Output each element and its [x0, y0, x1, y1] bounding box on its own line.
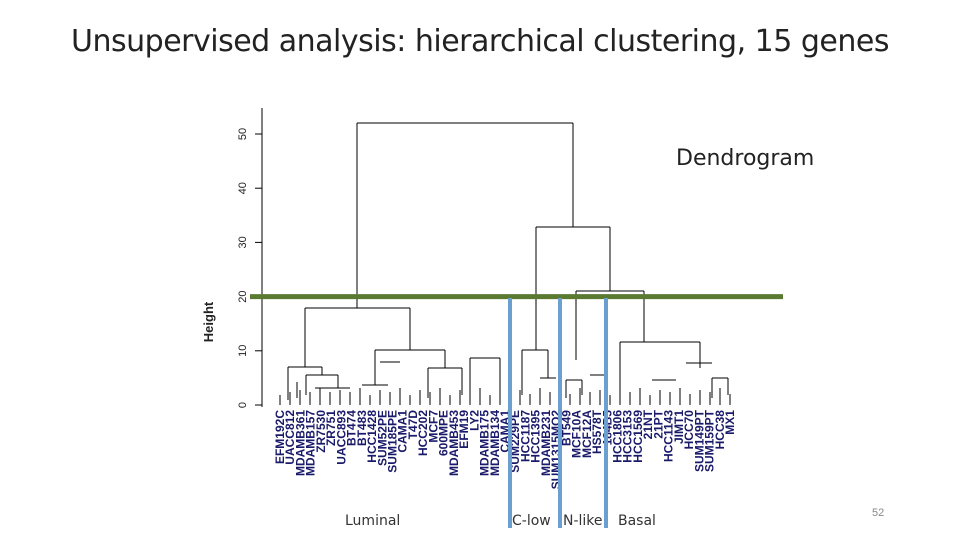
y-tick-label: 30: [237, 236, 249, 248]
leaf-labels: EFM192CUACC812MDAMB361MDAMB157ZR7530ZR75…: [273, 409, 737, 489]
leaf-label: SUM159PT: [703, 409, 717, 472]
leaf-label: 21NT: [641, 409, 655, 439]
leaf-label: BT483: [355, 410, 369, 446]
leaf-label: UACC893: [334, 410, 348, 465]
page-number: 52: [872, 507, 885, 519]
y-tick-label: 20: [237, 290, 249, 302]
leaf-label: JIMT1: [672, 410, 686, 444]
leaf-label: MCF12A: [580, 410, 594, 458]
leaf-label: SUM185PE: [386, 410, 400, 473]
leaf-label: SUM149PT: [692, 409, 706, 472]
leaf-label: BT549: [559, 410, 573, 446]
leaf-label: HCC202: [416, 410, 430, 456]
leaf-label: HCC38: [713, 410, 727, 450]
leaf-label: MDAMB361: [293, 410, 307, 476]
leaf-label: HCC1806: [611, 410, 625, 463]
leaf-label: HCC1569: [631, 410, 645, 463]
leaf-label: CAMA1: [396, 410, 410, 453]
leaf-label: BT474: [345, 410, 359, 446]
leaf-label: MDAMB175: [478, 410, 492, 476]
y-tick-label: 40: [237, 182, 249, 194]
leaf-label: HCC1428: [365, 410, 379, 463]
slide-title: Unsupervised analysis: hierarchical clus…: [71, 24, 889, 59]
dendrogram-annotation: Dendrogram: [676, 146, 815, 171]
leaf-label: HCC3153: [621, 410, 635, 463]
leaf-label: 21PT: [651, 409, 665, 438]
leaf-label: SUM52PE: [375, 410, 389, 466]
y-axis-ticks: 0 10 20 30 40 50: [237, 128, 262, 408]
leaf-label: T47D: [406, 410, 420, 440]
leaf-label: HS578T: [590, 409, 604, 454]
leaf-label: HCC70: [682, 410, 696, 450]
group-label-n-like: N-like: [563, 513, 603, 529]
group-label-luminal: Luminal: [345, 513, 401, 529]
y-tick-label: 0: [237, 402, 249, 408]
leaf-label: HCC1143: [662, 410, 676, 462]
leaf-label: MX1: [723, 410, 737, 435]
leaf-label: MDAMB231: [539, 410, 553, 476]
leaf-label: HCC1187: [518, 410, 532, 462]
leaf-label: EFM19: [457, 410, 471, 449]
y-tick-label: 50: [237, 128, 249, 140]
leaf-label: MDAMB134: [488, 410, 502, 476]
dendrogram-tree: [279, 122, 731, 405]
leaf-label: MCF7: [426, 410, 440, 443]
group-label-basal: Basal: [618, 513, 656, 529]
leaf-label: MDAMB453: [447, 410, 461, 476]
leaf-label: UACC812: [283, 410, 297, 465]
leaf-label: ZR751: [324, 410, 338, 446]
leaf-label: EFM192C: [273, 410, 287, 464]
leaf-label: LY2: [467, 410, 481, 431]
y-tick-label: 10: [237, 345, 249, 357]
y-axis-label: Height: [201, 301, 216, 342]
leaf-label: MDAMB157: [304, 410, 318, 476]
leaf-label: ZR7530: [314, 410, 328, 453]
leaf-label: HCC1395: [529, 410, 543, 463]
leaf-label: 600MPE: [437, 410, 451, 456]
leaf-label: MCF10A: [570, 410, 584, 458]
group-label-c-low: C-low: [512, 513, 551, 529]
